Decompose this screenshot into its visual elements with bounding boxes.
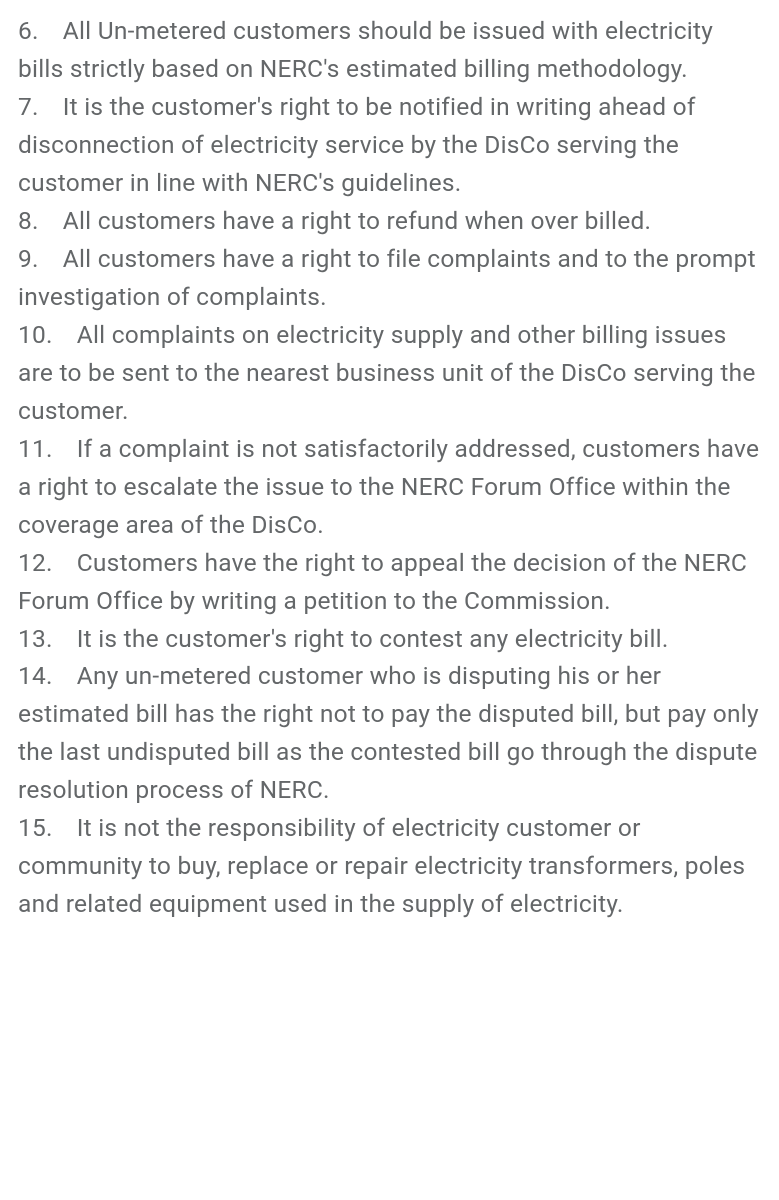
item-text: It is the customer's right to be notifie… — [18, 92, 696, 197]
item-number: 8. — [18, 206, 39, 235]
item-text: All customers have a right to file compl… — [18, 244, 756, 311]
list-item: 11.If a complaint is not satisfactorily … — [18, 430, 761, 544]
item-text: All complaints on electricity supply and… — [18, 320, 756, 425]
list-item: 13. It is the customer's right to contest… — [18, 620, 761, 658]
list-item: 15.It is not the responsibility of elect… — [18, 809, 761, 923]
list-item: 12.Customers have the right to appeal th… — [18, 544, 761, 620]
item-text: All customers have a right to refund whe… — [63, 206, 651, 235]
item-number: 9. — [18, 244, 39, 273]
list-item: 7.It is the customer's right to be notif… — [18, 88, 761, 202]
list-item: 14.Any un-metered customer who is disput… — [18, 657, 761, 809]
item-number: 14. — [18, 661, 53, 690]
list-item: 9.All customers have a right to file com… — [18, 240, 761, 316]
item-number: 13. — [18, 624, 53, 653]
item-number: 10. — [18, 320, 53, 349]
list-item: 6.All Un-metered customers should be iss… — [18, 12, 761, 88]
item-text: Customers have the right to appeal the d… — [18, 548, 747, 615]
item-text: If a complaint is not satisfactorily add… — [18, 434, 759, 539]
item-text: All Un-metered customers should be issue… — [18, 16, 713, 83]
list-item: 10.All complaints on electricity supply … — [18, 316, 761, 430]
list-item: 8. All customers have a right to refund w… — [18, 202, 761, 240]
item-number: 15. — [18, 813, 53, 842]
item-number: 12. — [18, 548, 53, 577]
item-number: 6. — [18, 16, 39, 45]
item-number: 11. — [18, 434, 53, 463]
document-content: 6.All Un-metered customers should be iss… — [18, 12, 761, 923]
item-text: It is the customer's right to contest an… — [77, 624, 669, 653]
item-number: 7. — [18, 92, 39, 121]
item-text: Any un-metered customer who is disputing… — [18, 661, 759, 804]
item-text: It is not the responsibility of electric… — [18, 813, 745, 918]
